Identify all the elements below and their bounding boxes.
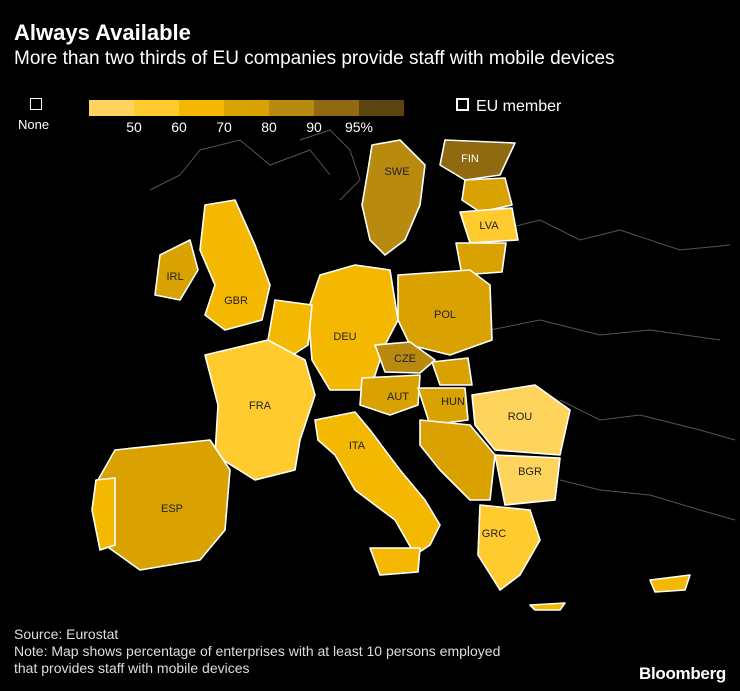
scale-step-4: [224, 100, 269, 116]
country-est: [461, 177, 513, 213]
note-line-1: Note: Map shows percentage of enterprise…: [14, 643, 501, 659]
non-eu-border-southeast: [559, 479, 736, 521]
country-rou: [471, 384, 571, 456]
legend-tick-80: 80: [261, 119, 277, 135]
legend-eu-label: EU member: [476, 98, 562, 115]
label-cze: CZE: [394, 353, 416, 365]
label-pol: POL: [434, 309, 456, 321]
source-text: Source: Eurostat: [14, 626, 119, 642]
country-cze: [374, 341, 436, 374]
label-bgr: BGR: [518, 466, 542, 478]
note-line-2: that provides staff with mobile devices: [14, 660, 250, 676]
footer-notes: Source: Eurostat Note: Map shows percent…: [14, 626, 500, 677]
country-bel-nld: [267, 299, 313, 361]
country-fin: [439, 139, 516, 181]
legend-tick-70: 70: [216, 119, 232, 135]
country-crete: [529, 602, 566, 611]
legend-tick-60: 60: [171, 119, 187, 135]
country-ltu: [455, 242, 507, 276]
label-irl: IRL: [166, 271, 183, 283]
country-hrv-region: [419, 419, 496, 501]
label-aut: AUT: [387, 391, 409, 403]
country-pol: [397, 269, 493, 356]
country-gbr: [199, 199, 271, 331]
non-eu-border-east-1: [499, 219, 731, 251]
label-ita: ITA: [349, 440, 366, 452]
legend-tick-50: 50: [126, 119, 142, 135]
label-swe: SWE: [384, 166, 409, 178]
legend-none-label: None: [18, 117, 50, 132]
country-aut: [359, 374, 421, 416]
country-cyprus: [649, 574, 691, 593]
country-deu: [307, 264, 399, 391]
label-esp: ESP: [161, 503, 183, 515]
scale-step-6: [314, 100, 359, 116]
scale-step-7: [359, 100, 404, 116]
country-swe: [361, 139, 426, 256]
label-lva: LVA: [479, 220, 499, 232]
scale-step-1: [89, 100, 134, 116]
non-eu-border-east-2: [489, 319, 721, 341]
chart-subtitle: More than two thirds of EU companies pro…: [14, 48, 615, 69]
country-irl: [154, 239, 199, 301]
non-eu-border-east-3: [559, 399, 736, 441]
label-deu: DEU: [333, 331, 356, 343]
country-bgr: [494, 454, 561, 506]
scale-step-5: [269, 100, 314, 116]
norway-coast: [299, 129, 361, 201]
label-hun: HUN: [441, 396, 465, 408]
legend-eu-swatch: [456, 98, 469, 111]
legend-tick-90: 90: [306, 119, 322, 135]
country-ita: [314, 411, 441, 556]
label-fra: FRA: [249, 400, 272, 412]
country-fra: [204, 339, 316, 481]
country-lva: [459, 207, 519, 244]
scale-step-2: [134, 100, 179, 116]
country-prt: [91, 477, 116, 551]
chart-title: Always Available: [14, 20, 191, 45]
label-rou: ROU: [508, 411, 533, 423]
scale-step-3: [179, 100, 224, 116]
country-svk: [431, 357, 473, 386]
label-gbr: GBR: [224, 295, 248, 307]
country-hun: [417, 387, 469, 426]
non-eu-border-north: [149, 139, 331, 191]
label-fin: FIN: [461, 153, 479, 165]
country-grc: [477, 504, 541, 591]
country-sicily: [369, 547, 421, 576]
bloomberg-logo: Bloomberg: [638, 664, 726, 683]
label-grc: GRC: [482, 528, 507, 540]
legend-none-swatch: [30, 98, 42, 110]
legend-color-scale: [89, 100, 404, 116]
legend-tick-95: 95%: [344, 119, 374, 135]
